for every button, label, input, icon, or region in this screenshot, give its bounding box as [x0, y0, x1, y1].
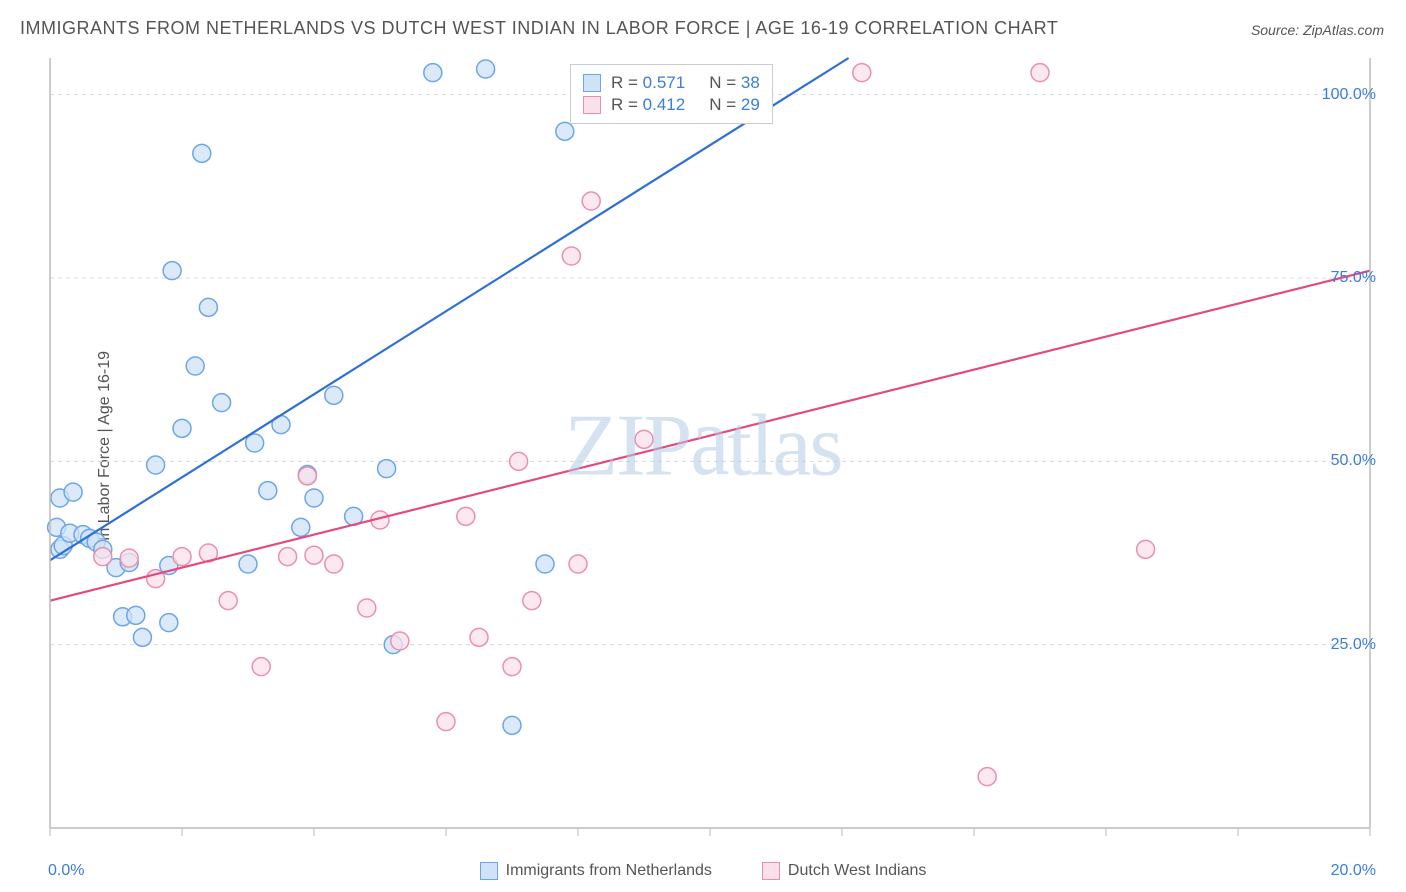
chart-svg — [0, 0, 1406, 892]
legend-label: Immigrants from Netherlands — [506, 862, 712, 880]
y-tick-label: 50.0% — [1331, 452, 1376, 470]
stat-r-label: R = 0.412 — [611, 95, 685, 115]
y-tick-label: 100.0% — [1322, 86, 1376, 104]
stat-swatch-icon — [583, 96, 601, 114]
y-tick-label: 25.0% — [1331, 636, 1376, 654]
stat-row: R = 0.571 N = 38 — [583, 73, 760, 93]
stat-swatch-icon — [583, 74, 601, 92]
stat-legend: R = 0.571 N = 38 R = 0.412 N = 29 — [570, 64, 773, 124]
legend-label: Dutch West Indians — [788, 862, 926, 880]
stat-n-label: N = 38 — [709, 73, 760, 93]
stat-r-label: R = 0.571 — [611, 73, 685, 93]
legend-item-dwi: Dutch West Indians — [762, 862, 926, 880]
legend-swatch-icon — [480, 862, 498, 880]
chart-container: IMMIGRANTS FROM NETHERLANDS VS DUTCH WES… — [0, 0, 1406, 892]
legend-item-netherlands: Immigrants from Netherlands — [480, 862, 712, 880]
y-tick-label: 75.0% — [1331, 269, 1376, 287]
stat-n-label: N = 29 — [709, 95, 760, 115]
stat-row: R = 0.412 N = 29 — [583, 95, 760, 115]
legend-swatch-icon — [762, 862, 780, 880]
bottom-legend: Immigrants from Netherlands Dutch West I… — [0, 862, 1406, 880]
